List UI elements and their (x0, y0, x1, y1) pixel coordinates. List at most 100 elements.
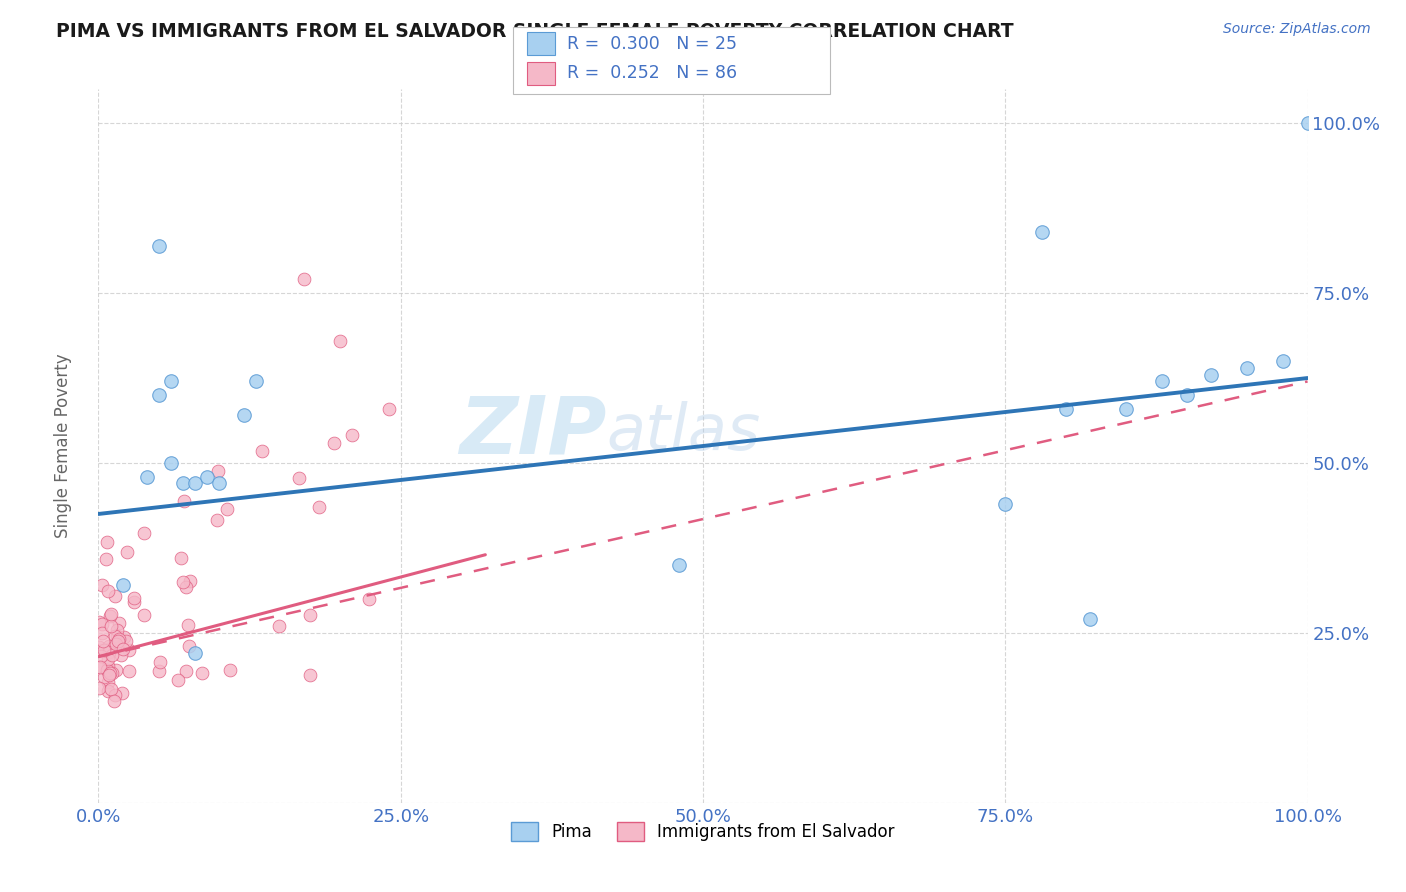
Point (207, 464, 229, 478)
Point (148, 665, 170, 679)
Point (98, 666, 121, 681)
Point (93, 643, 115, 657)
Point (97, 684, 120, 698)
Point (108, 632, 131, 647)
Point (107, 629, 129, 643)
Point (112, 630, 135, 644)
Point (105, 637, 128, 651)
Point (110, 648, 132, 663)
Point (308, 500, 330, 515)
Point (117, 664, 139, 678)
Point (218, 663, 240, 677)
Point (1296, 116, 1319, 130)
Point (98, 641, 121, 656)
Point (179, 640, 201, 654)
Point (104, 663, 127, 677)
Point (89, 640, 111, 654)
Point (101, 648, 124, 662)
Point (299, 607, 322, 622)
Point (107, 616, 129, 631)
Point (1054, 401, 1077, 416)
Point (107, 633, 129, 648)
Point (122, 595, 145, 609)
Point (169, 551, 191, 566)
Point (167, 673, 190, 687)
Text: R =  0.252   N = 86: R = 0.252 N = 86 (567, 64, 737, 82)
Point (232, 409, 254, 423)
Point (89, 615, 111, 630)
Point (174, 665, 197, 679)
Point (114, 633, 136, 648)
Point (1272, 354, 1295, 368)
Point (323, 436, 346, 450)
Point (172, 476, 194, 491)
Point (1175, 388, 1198, 402)
Point (100, 681, 122, 696)
Point (172, 574, 194, 589)
Text: Source: ZipAtlas.com: Source: ZipAtlas.com (1223, 22, 1371, 37)
Point (105, 623, 128, 637)
Point (668, 558, 690, 572)
Point (89, 660, 111, 674)
Point (97, 675, 120, 690)
Point (111, 578, 134, 592)
Point (149, 655, 172, 669)
Point (91, 642, 114, 657)
Point (100, 607, 122, 622)
Point (90, 578, 112, 592)
Point (217, 502, 239, 516)
Point (1031, 225, 1053, 239)
Point (245, 375, 267, 389)
Point (205, 513, 228, 527)
Point (97, 658, 120, 673)
Point (94, 551, 117, 566)
Point (104, 589, 127, 603)
Point (184, 646, 207, 660)
Point (91, 616, 114, 631)
Point (191, 665, 214, 680)
Point (93, 670, 115, 684)
Point (97, 651, 120, 665)
Point (184, 476, 207, 491)
Point (329, 334, 352, 348)
Text: PIMA VS IMMIGRANTS FROM EL SALVADOR SINGLE FEMALE POVERTY CORRELATION CHART: PIMA VS IMMIGRANTS FROM EL SALVADOR SING… (56, 22, 1014, 41)
Point (104, 689, 127, 703)
Point (91, 633, 114, 648)
Point (112, 642, 135, 657)
Point (267, 619, 290, 633)
Text: atlas: atlas (606, 401, 761, 463)
Point (90, 625, 112, 640)
Text: Single Female Poverty: Single Female Poverty (55, 354, 72, 538)
Point (132, 608, 155, 623)
Point (132, 526, 155, 541)
Point (160, 456, 183, 470)
Point (90, 648, 112, 663)
Point (115, 545, 138, 559)
Point (174, 580, 197, 594)
Point (98, 609, 121, 624)
Point (89, 681, 111, 695)
Point (299, 668, 322, 682)
Point (111, 686, 134, 700)
Point (97, 639, 120, 653)
Point (97, 645, 120, 659)
Point (288, 471, 311, 485)
Point (98, 668, 121, 682)
Point (1115, 401, 1137, 416)
Point (292, 272, 315, 286)
Point (250, 444, 273, 458)
Point (117, 643, 139, 657)
Point (357, 592, 380, 607)
Point (148, 388, 170, 402)
Point (101, 665, 124, 680)
Point (87, 660, 110, 674)
Point (1078, 612, 1101, 626)
Point (135, 469, 157, 483)
Text: R =  0.300   N = 25: R = 0.300 N = 25 (567, 35, 737, 53)
Point (100, 619, 122, 633)
Point (195, 469, 218, 483)
Text: ZIP: ZIP (458, 392, 606, 471)
Point (173, 494, 195, 508)
Point (994, 497, 1017, 511)
Point (122, 591, 145, 606)
